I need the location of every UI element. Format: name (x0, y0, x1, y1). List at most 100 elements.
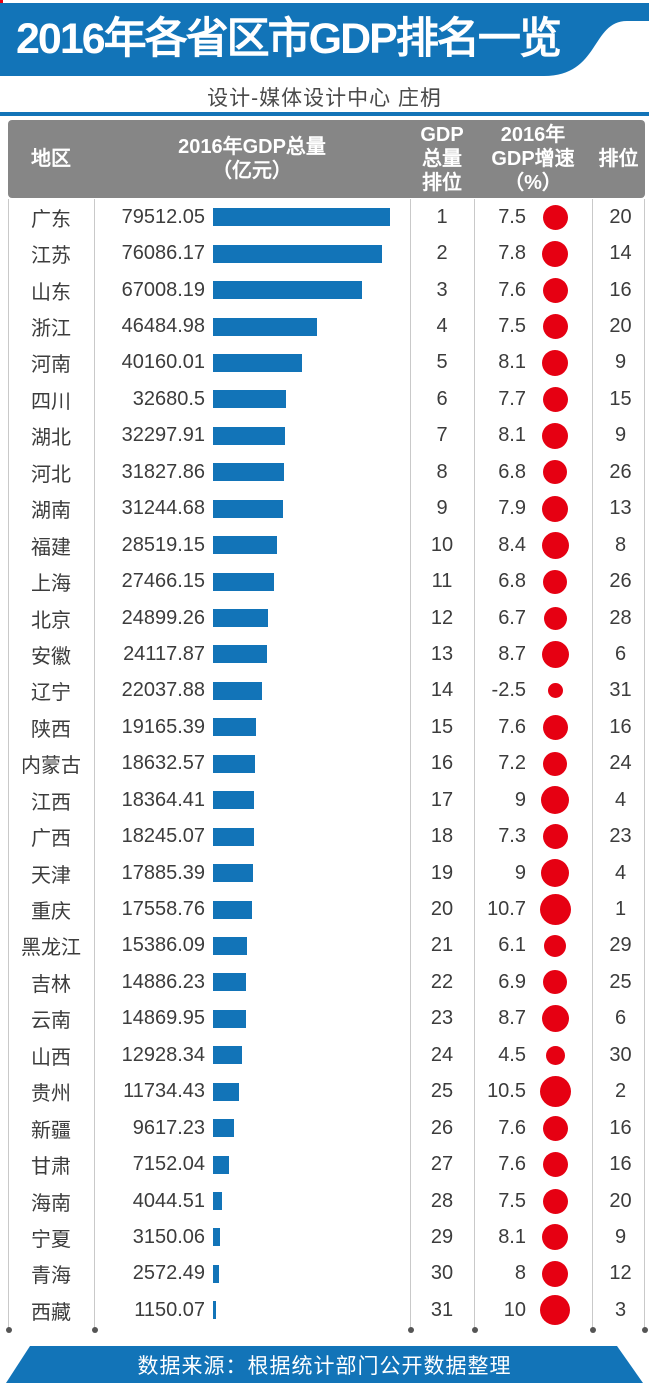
region-name: 河北 (31, 463, 71, 486)
table-rows: 广东 79512.05 1 7.5 20 江苏 76086.17 2 7.8 1… (0, 199, 649, 1333)
gdp-value: 79512.05 (121, 205, 205, 228)
growth-circle (543, 970, 567, 995)
gdp-rank: 31 (430, 1298, 454, 1321)
growth-circle (545, 1045, 565, 1065)
region-name: 天津 (31, 864, 71, 887)
gdp-bar-cell (205, 572, 410, 591)
growth-bubble-cell (526, 640, 584, 668)
gdp-value: 1150.07 (134, 1298, 205, 1321)
growth-value: 7.5 (498, 315, 526, 338)
growth-bubble-cell (526, 970, 584, 995)
region-name: 河南 (31, 354, 71, 377)
gdp-rank: 14 (430, 679, 454, 702)
gdp-rank: 9 (436, 497, 448, 520)
growth-cell: 6.1 (474, 934, 592, 957)
table-row: 河南 40160.01 5 8.1 9 (0, 345, 649, 381)
table-row: 甘肃 7152.04 27 7.6 16 (0, 1146, 649, 1182)
gdp-value: 17558.76 (121, 898, 205, 921)
gdp-value: 40160.01 (121, 351, 205, 374)
gdp-bar (213, 1119, 235, 1138)
growth-value: 7.2 (498, 752, 526, 775)
column-header-gdp-total: 2016年GDP总量 （亿元） (178, 136, 326, 182)
growth-circle (541, 531, 569, 559)
column-divider (589, 199, 596, 1333)
gdp-rank: 1 (436, 205, 448, 228)
region-name: 上海 (31, 573, 71, 596)
growth-bubble-cell (526, 240, 584, 267)
growth-cell: 10 (474, 1295, 592, 1326)
designer-credit: 设计-媒体设计中心 庄枂 (207, 87, 442, 110)
table-row: 安徽 24117.87 13 8.7 6 (0, 636, 649, 672)
growth-value: 6.1 (498, 934, 526, 957)
growth-rank: 24 (609, 752, 632, 775)
table-row: 湖北 32297.91 7 8.1 9 (0, 418, 649, 454)
growth-bubble-cell (526, 1152, 584, 1178)
growth-value: 8.1 (498, 424, 526, 447)
gdp-value: 12928.34 (121, 1043, 205, 1066)
region-name: 贵州 (31, 1083, 71, 1106)
growth-value: -2.5 (491, 679, 526, 702)
column-divider (91, 199, 98, 1333)
growth-rank: 1 (614, 898, 627, 921)
growth-cell: 8.4 (474, 531, 592, 559)
growth-cell: 6.8 (474, 460, 592, 485)
gdp-bar-cell (205, 718, 410, 737)
growth-rank: 31 (609, 679, 632, 702)
growth-value: 7.5 (498, 1189, 526, 1212)
region-name: 黑龙江 (21, 937, 81, 960)
growth-bubble-cell (526, 314, 584, 340)
growth-circle (542, 1115, 568, 1141)
gdp-value: 7152.04 (132, 1153, 205, 1176)
growth-cell: 10.5 (474, 1076, 592, 1108)
gdp-bar-cell (205, 1264, 410, 1283)
gdp-bar-cell (205, 463, 410, 482)
growth-bubble-cell (526, 495, 584, 522)
gdp-bar (213, 536, 277, 555)
gdp-rank: 22 (430, 970, 454, 993)
growth-cell: 7.6 (474, 277, 592, 303)
gdp-value: 17885.39 (121, 861, 205, 884)
growth-value: 10.5 (487, 1080, 526, 1103)
growth-rank: 9 (614, 424, 627, 447)
gdp-bar (213, 864, 253, 883)
growth-cell: 8 (474, 1260, 592, 1287)
growth-rank: 6 (614, 1007, 627, 1030)
growth-bubble-cell (526, 714, 584, 740)
gdp-bar-cell (205, 1046, 410, 1065)
growth-bubble-cell (526, 1076, 584, 1108)
growth-value: 9 (514, 861, 526, 884)
gdp-value: 14869.95 (121, 1007, 205, 1030)
region-name: 北京 (31, 609, 71, 632)
gdp-bar-cell (205, 973, 410, 992)
gdp-rank: 15 (430, 715, 454, 738)
column-divider (471, 199, 478, 1333)
gdp-value: 15386.09 (121, 934, 205, 957)
column-divider (5, 199, 12, 1333)
gdp-bar (213, 1228, 220, 1247)
gdp-bar (213, 353, 303, 372)
growth-cell: 8.1 (474, 349, 592, 376)
region-name: 广东 (31, 208, 71, 231)
growth-value: 7.6 (498, 715, 526, 738)
growth-rank: 20 (609, 315, 632, 338)
table-row: 重庆 17558.76 20 10.7 1 (0, 891, 649, 927)
gdp-value: 18632.57 (121, 752, 205, 775)
growth-cell: 4.5 (474, 1044, 592, 1067)
table-row: 山东 67008.19 3 7.6 16 (0, 272, 649, 308)
region-name: 海南 (31, 1192, 71, 1215)
gdp-bar-cell (205, 936, 410, 955)
growth-rank: 20 (609, 1189, 632, 1212)
gdp-bar (213, 609, 269, 628)
gdp-bar (213, 936, 248, 955)
growth-rank: 2 (614, 1080, 627, 1103)
growth-bubble-cell (526, 349, 584, 376)
gdp-value: 32297.91 (121, 424, 205, 447)
growth-bubble-cell (526, 1224, 584, 1251)
growth-cell: 8.7 (474, 1005, 592, 1033)
region-name: 陕西 (31, 718, 71, 741)
gdp-bar (213, 1046, 242, 1065)
growth-bubble-cell (526, 786, 584, 815)
region-name: 云南 (31, 1010, 71, 1033)
growth-cell: 10.7 (474, 894, 592, 926)
gdp-bar (213, 645, 267, 664)
